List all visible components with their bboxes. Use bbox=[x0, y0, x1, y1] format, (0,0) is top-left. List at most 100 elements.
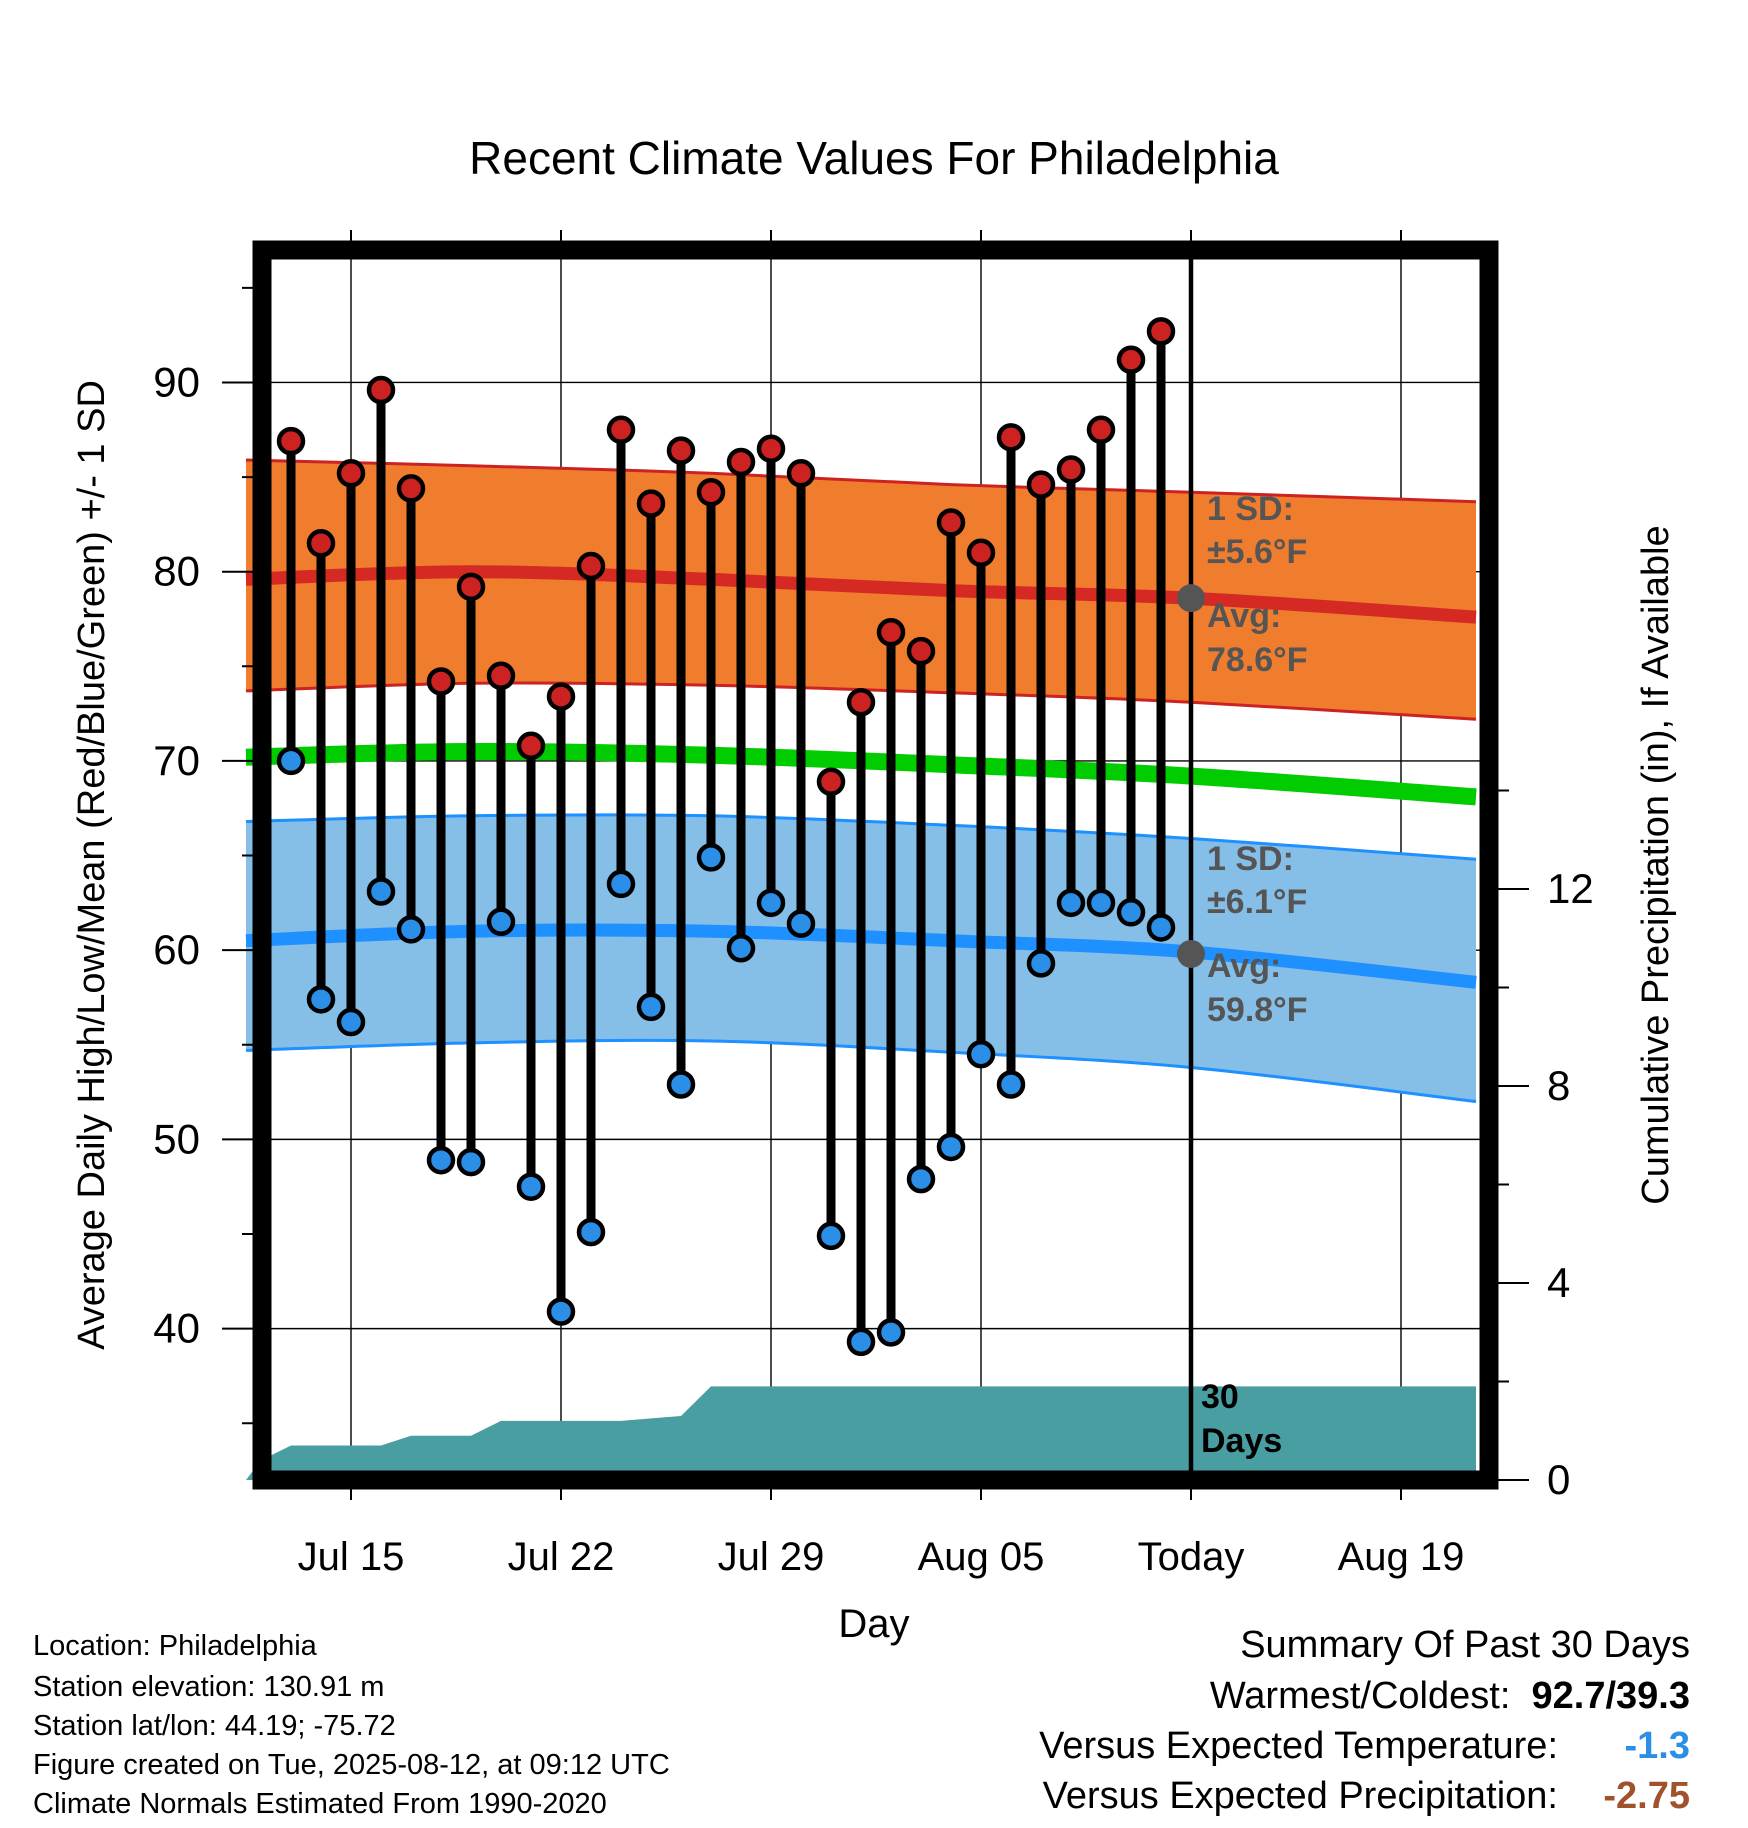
y-left-tick-label: 80 bbox=[153, 548, 200, 595]
info-created: Figure created on Tue, 2025-08-12, at 09… bbox=[33, 1749, 670, 1781]
low-avg-label: Avg: bbox=[1207, 947, 1281, 985]
daily-high-point bbox=[906, 636, 936, 666]
low-sd-value: ±6.1°F bbox=[1207, 883, 1307, 921]
low-avg-value: 59.8°F bbox=[1207, 991, 1308, 1029]
y-left-tick-label: 60 bbox=[153, 926, 200, 973]
low-avg-marker bbox=[1177, 939, 1205, 968]
daily-high-point bbox=[666, 436, 696, 465]
daily-low-point bbox=[756, 888, 786, 918]
axes: Jul 15 Jul 22 Jul 29 Aug 05 Today Aug 19Day40… bbox=[71, 230, 1677, 1646]
daily-low-point bbox=[576, 1217, 606, 1247]
daily-high-point bbox=[846, 688, 876, 717]
daily-low-point bbox=[426, 1145, 456, 1175]
y-left-tick-label: 40 bbox=[153, 1305, 200, 1352]
y-left-tick-label: 90 bbox=[153, 358, 200, 405]
daily-high-point bbox=[306, 529, 336, 558]
high-avg-label: Avg: bbox=[1207, 597, 1281, 635]
daily-low-point bbox=[966, 1039, 996, 1069]
daily-high-point bbox=[1146, 317, 1176, 346]
daily-low-point bbox=[876, 1318, 906, 1347]
today-label-30: 30 bbox=[1201, 1378, 1239, 1416]
plot-frame bbox=[252, 240, 1499, 1490]
daily-range-bars bbox=[286, 331, 1166, 1342]
y-right-tick-label: 8 bbox=[1547, 1062, 1570, 1109]
daily-high-point bbox=[966, 538, 996, 568]
high-sd-value: ±5.6°F bbox=[1207, 533, 1307, 571]
daily-high-point bbox=[516, 731, 546, 761]
daily-low-point bbox=[1086, 888, 1116, 918]
daily-low-point bbox=[696, 843, 726, 872]
daily-high-point bbox=[606, 415, 636, 445]
daily-low-point bbox=[396, 915, 426, 944]
daily-low-point bbox=[306, 985, 336, 1014]
high-avg-value: 78.6°F bbox=[1207, 641, 1308, 679]
summary-precip-label: Versus Expected Precipitation: bbox=[1042, 1775, 1558, 1817]
high-sd-label: 1 SD: bbox=[1207, 490, 1294, 528]
daily-low-point bbox=[486, 907, 516, 937]
normal-high-band-upper-edge bbox=[245, 458, 1477, 504]
daily-low-point bbox=[366, 877, 396, 906]
daily-high-point bbox=[756, 434, 786, 463]
daily-high-point bbox=[576, 551, 606, 581]
daily-low-point bbox=[516, 1172, 546, 1201]
annotations: 1 SD: ±5.6°F Avg: 78.6°F 1 SD: ±6.1°F Avg: 59.8… bbox=[1177, 490, 1308, 1029]
info-location: Location: Philadelphia bbox=[33, 1630, 317, 1662]
daily-high-point bbox=[426, 667, 456, 696]
daily-high-point bbox=[456, 572, 486, 602]
daily-points bbox=[276, 317, 1176, 1357]
y-left-axis-label: Average Daily High/Low/Mean (Red/Blue/Gr… bbox=[71, 380, 113, 1350]
daily-low-point bbox=[336, 1007, 366, 1037]
daily-high-point bbox=[276, 426, 306, 456]
daily-high-point bbox=[1086, 415, 1116, 445]
daily-low-point bbox=[996, 1070, 1026, 1099]
summary-precip-value: -2.75 bbox=[1603, 1775, 1690, 1817]
normal-high-line bbox=[245, 565, 1477, 624]
info-elevation: Station elevation: 130.91 m bbox=[33, 1671, 385, 1703]
summary-warmest: Warmest/Coldest: 92.7/39.3 bbox=[1210, 1677, 1690, 1715]
y-left-tick-label: 70 bbox=[153, 737, 200, 784]
x-tick-label: Jul 29 bbox=[718, 1535, 825, 1579]
daily-low-point bbox=[666, 1070, 696, 1099]
daily-low-point bbox=[816, 1221, 846, 1251]
daily-low-point bbox=[1056, 888, 1086, 918]
daily-low-point bbox=[1146, 913, 1176, 942]
summary-warmest-label: Warmest/Coldest: bbox=[1209, 1675, 1511, 1717]
daily-high-point bbox=[786, 459, 816, 488]
high-avg-marker bbox=[1177, 584, 1205, 613]
x-tick-label: Jul 22 bbox=[508, 1535, 615, 1579]
summary-warmest-value: 92.7/39.3 bbox=[1531, 1675, 1690, 1717]
today-marker: 30 Days bbox=[1188, 250, 1282, 1480]
precipitation-area bbox=[246, 1386, 1476, 1480]
low-sd-label: 1 SD: bbox=[1207, 840, 1294, 878]
chart-title: Recent Climate Values For Philadelphia bbox=[469, 132, 1279, 184]
daily-high-point bbox=[1056, 455, 1086, 484]
daily-low-point bbox=[726, 934, 756, 963]
daily-high-point bbox=[396, 474, 426, 503]
daily-high-point bbox=[996, 423, 1026, 452]
daily-low-point bbox=[906, 1164, 936, 1194]
daily-high-point bbox=[726, 447, 756, 477]
daily-high-point bbox=[546, 682, 576, 711]
daily-high-point bbox=[1026, 470, 1056, 499]
y-right-tick-label: 4 bbox=[1547, 1259, 1570, 1306]
y-left-tick-label: 50 bbox=[153, 1115, 200, 1162]
daily-low-point bbox=[936, 1132, 966, 1162]
plot-border bbox=[252, 240, 1499, 1490]
daily-low-point bbox=[1116, 898, 1146, 927]
info-latlon: Station lat/lon: 44.19; -75.72 bbox=[33, 1710, 396, 1742]
daily-low-point bbox=[786, 909, 816, 938]
daily-high-point bbox=[816, 767, 846, 796]
daily-low-point bbox=[636, 992, 666, 1022]
y-right-tick-label: 12 bbox=[1547, 865, 1594, 912]
daily-low-point bbox=[846, 1327, 876, 1357]
daily-high-point bbox=[936, 508, 966, 537]
summary-temp-value: -1.3 bbox=[1624, 1725, 1690, 1767]
x-tick-label: Today bbox=[1138, 1535, 1245, 1579]
x-tick-label: Aug 05 bbox=[918, 1535, 1045, 1579]
today-label-days: Days bbox=[1201, 1422, 1282, 1460]
daily-high-point bbox=[636, 489, 666, 518]
daily-high-point bbox=[366, 375, 396, 405]
daily-low-point bbox=[546, 1297, 576, 1326]
daily-high-point bbox=[876, 617, 906, 647]
